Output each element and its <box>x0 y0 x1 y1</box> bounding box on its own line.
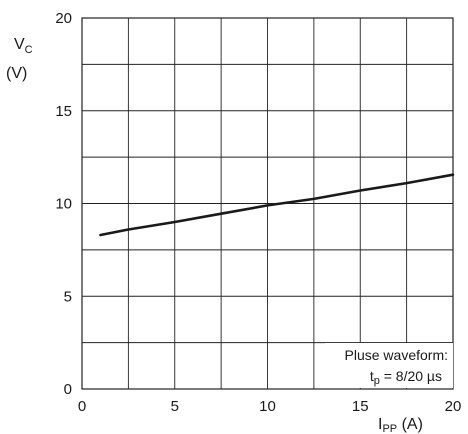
y-axis-label-sub: C <box>25 44 33 56</box>
y-tick-label: 5 <box>64 288 72 305</box>
y-tick-label: 10 <box>55 196 72 213</box>
x-tick-label: 10 <box>259 398 276 415</box>
y-axis-label-main: V <box>14 36 25 53</box>
plot-frame <box>81 17 454 390</box>
annotation-t-rest: = 8/20 µs <box>380 368 442 384</box>
y-tick-label: 20 <box>55 10 72 27</box>
x-tick-label: 5 <box>171 398 179 415</box>
x-tick-label: 0 <box>78 398 86 415</box>
x-tick-label: 15 <box>352 398 369 415</box>
annotation-t-sub: p <box>374 375 380 387</box>
x-tick-label: 20 <box>445 398 462 415</box>
x-axis-label-unit: (A) <box>397 416 423 433</box>
tick-labels: 0 5 10 15 20 0 5 10 15 20 <box>55 10 461 415</box>
annotation-line2: tp = 8/20 µs <box>370 368 442 387</box>
annotation-line1: Pluse waveform: <box>345 347 448 363</box>
grid-lines <box>82 18 453 389</box>
annotation-t: t <box>370 368 374 384</box>
y-axis-unit: (V) <box>6 65 27 82</box>
series-line <box>99 173 455 237</box>
x-axis-label: IPP (A) <box>378 416 423 434</box>
y-axis-label: VC <box>14 36 33 56</box>
x-axis-label-sub: PP <box>382 423 397 434</box>
annotation-box <box>325 343 453 388</box>
y-tick-label: 0 <box>64 381 72 398</box>
x-axis-label-main: I <box>378 416 382 433</box>
y-tick-label: 15 <box>55 103 72 120</box>
